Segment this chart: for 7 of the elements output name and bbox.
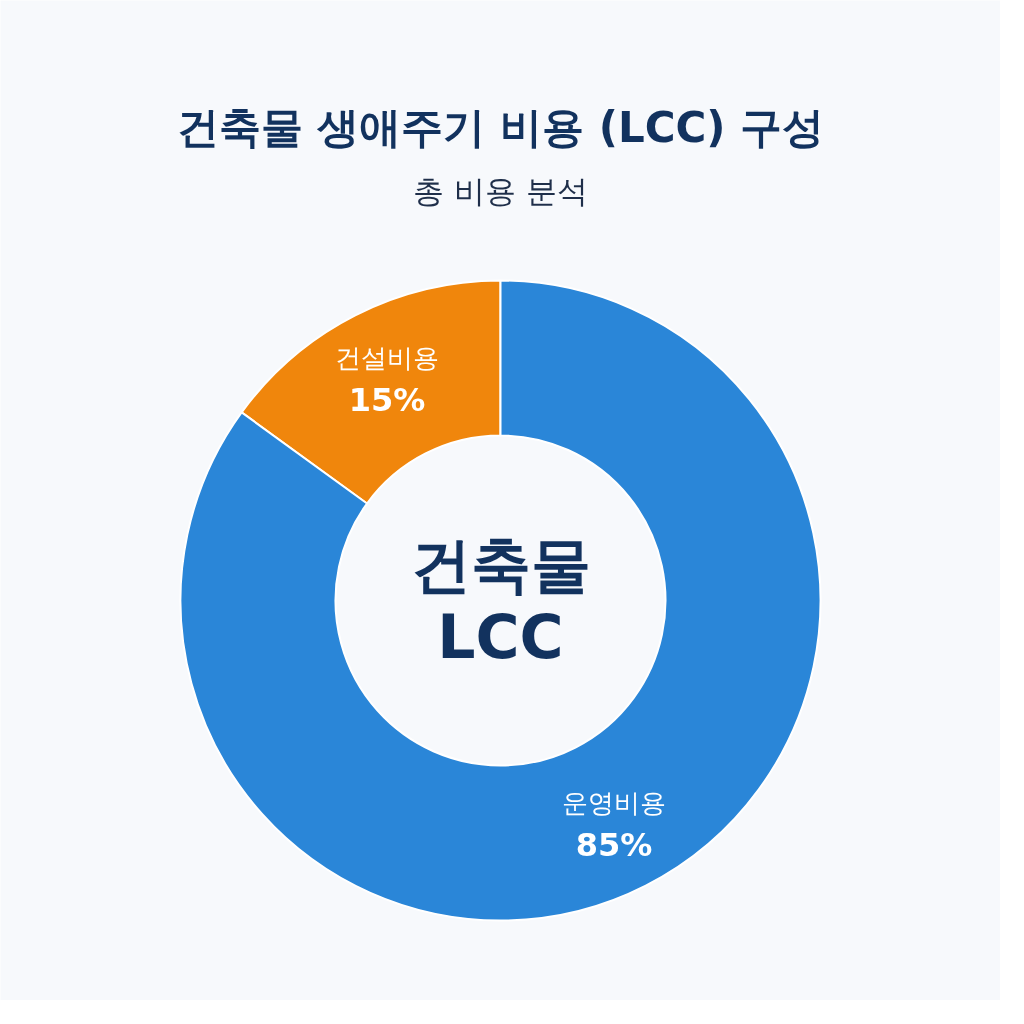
text: 건축물 LCC xyxy=(410,529,591,672)
slice-label: 운영비용 xyxy=(562,788,666,819)
slice-label: 건설비용 xyxy=(335,342,439,373)
data-label: 85% xyxy=(575,826,653,865)
data-label: 15% xyxy=(348,380,426,419)
chart-title: 건축물 생애주기 비용 (LCC) 구성 xyxy=(176,103,825,152)
chart-subtitle: 총 비용 분석 xyxy=(413,172,588,209)
